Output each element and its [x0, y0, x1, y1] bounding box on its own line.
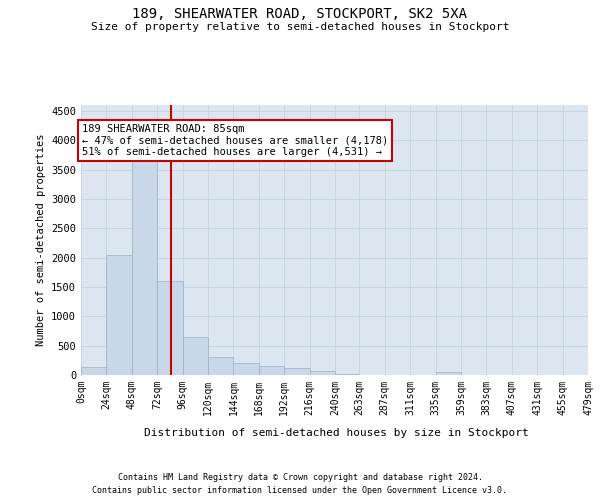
Text: 189, SHEARWATER ROAD, STOCKPORT, SK2 5XA: 189, SHEARWATER ROAD, STOCKPORT, SK2 5XA: [133, 8, 467, 22]
Y-axis label: Number of semi-detached properties: Number of semi-detached properties: [35, 134, 46, 346]
Bar: [132, 128, 157, 375]
Text: Distribution of semi-detached houses by size in Stockport: Distribution of semi-detached houses by …: [143, 428, 529, 438]
Bar: [335, 374, 359, 375]
Text: Contains HM Land Registry data © Crown copyright and database right 2024.: Contains HM Land Registry data © Crown c…: [118, 472, 482, 482]
Bar: [284, 368, 310, 375]
Text: Contains public sector information licensed under the Open Government Licence v3: Contains public sector information licen…: [92, 486, 508, 495]
Bar: [81, 368, 106, 375]
Bar: [182, 337, 208, 375]
Bar: [436, 372, 461, 375]
Text: 189 SHEARWATER ROAD: 85sqm
← 47% of semi-detached houses are smaller (4,178)
51%: 189 SHEARWATER ROAD: 85sqm ← 47% of semi…: [82, 124, 388, 157]
Bar: [208, 358, 233, 375]
Bar: [106, 254, 132, 375]
Bar: [310, 370, 335, 375]
Bar: [233, 364, 259, 375]
Bar: [157, 281, 182, 375]
Text: Size of property relative to semi-detached houses in Stockport: Size of property relative to semi-detach…: [91, 22, 509, 32]
Bar: [259, 366, 284, 375]
